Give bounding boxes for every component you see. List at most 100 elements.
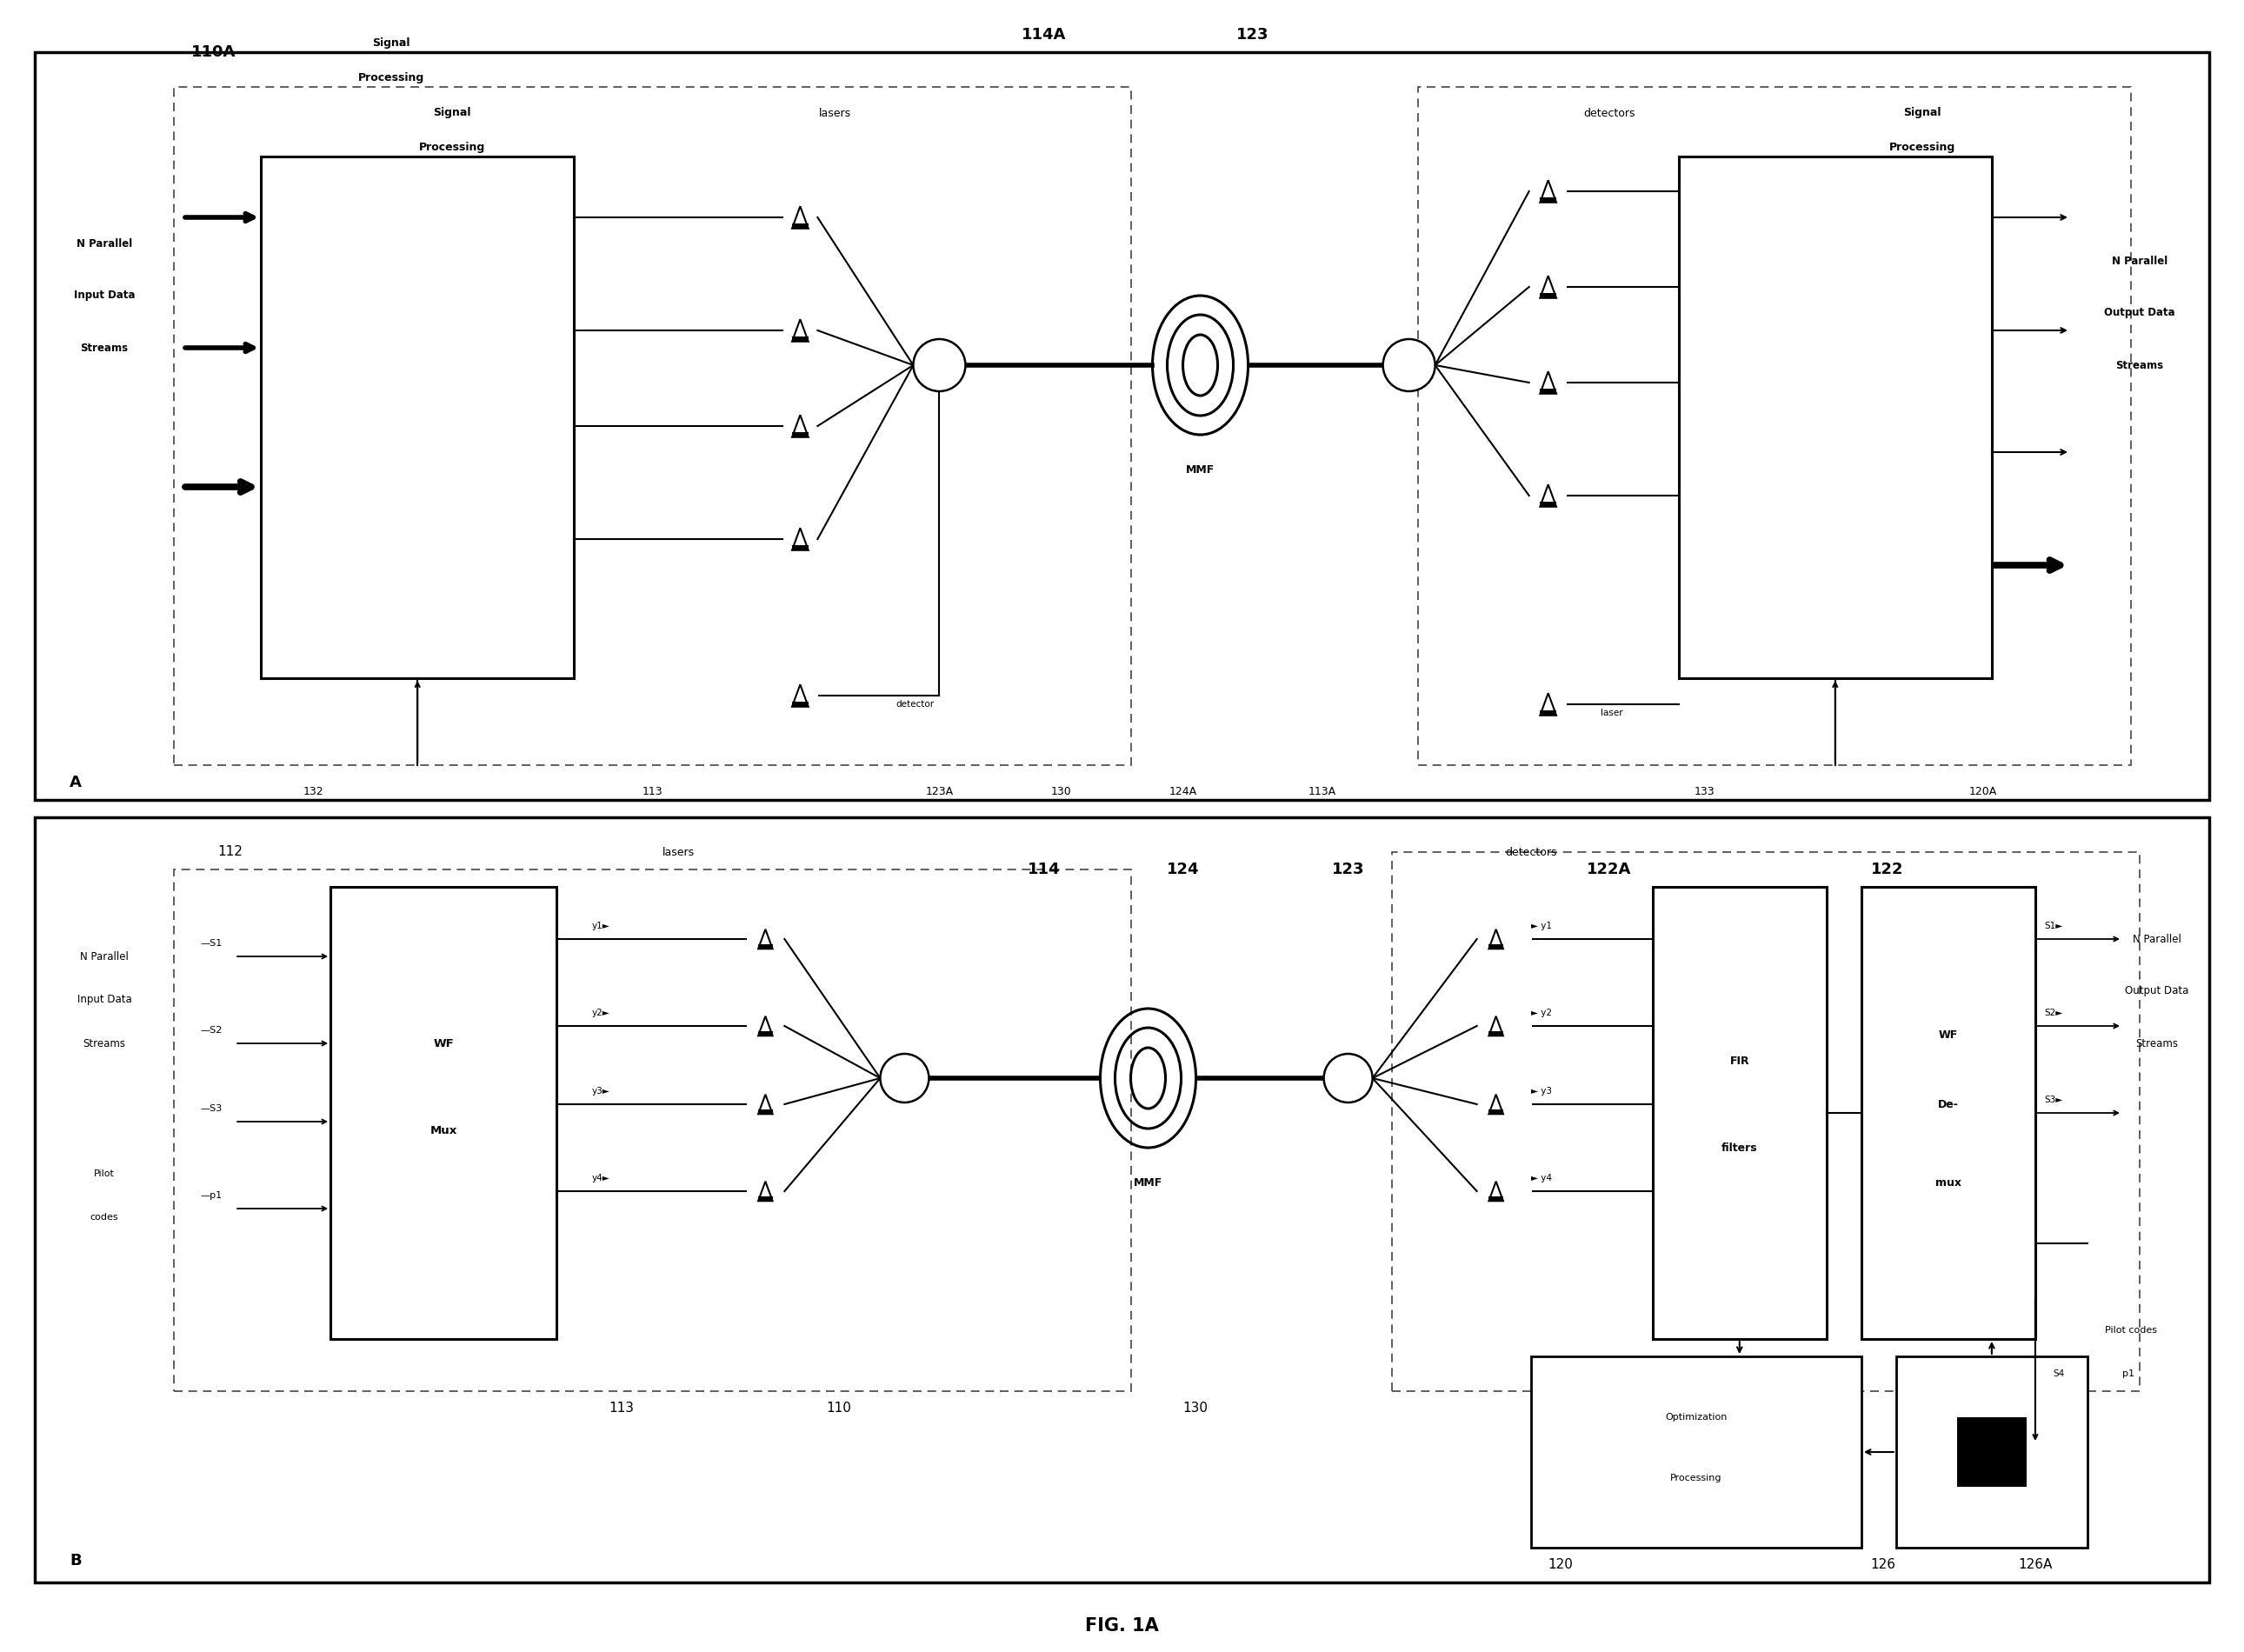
Bar	[792, 337, 808, 342]
Text: ► y2: ► y2	[1530, 1009, 1551, 1018]
Text: Processing: Processing	[1889, 142, 1955, 154]
Text: Signal: Signal	[1903, 107, 1941, 119]
Bar	[758, 1031, 772, 1036]
Text: 123: 123	[1236, 26, 1268, 43]
Text: Input Data: Input Data	[74, 291, 135, 301]
Bar	[1488, 1031, 1503, 1036]
Text: ► y1: ► y1	[1530, 922, 1551, 930]
Bar	[792, 702, 808, 707]
Bar	[1488, 1196, 1503, 1201]
Text: y3►: y3►	[592, 1087, 610, 1095]
Bar	[758, 1110, 772, 1113]
Text: lasers: lasers	[819, 107, 850, 119]
Bar	[1860, 887, 2035, 1340]
Text: —S3: —S3	[200, 1104, 222, 1113]
Bar	[1896, 1356, 2087, 1548]
Text: Streams: Streams	[2136, 1037, 2179, 1049]
Text: 110: 110	[826, 1403, 850, 1416]
Text: 113A: 113A	[1308, 786, 1335, 796]
Text: 114: 114	[1028, 862, 1059, 877]
Text: MMF: MMF	[1185, 464, 1214, 476]
Bar	[1679, 157, 1993, 679]
Text: —S2: —S2	[200, 1026, 222, 1034]
Text: De-: De-	[1939, 1099, 1959, 1110]
Text: ► y4: ► y4	[1530, 1175, 1551, 1183]
Bar	[792, 223, 808, 228]
Bar	[36, 53, 2208, 800]
Text: 110A: 110A	[191, 45, 236, 59]
Circle shape	[1324, 1054, 1373, 1102]
Bar	[1488, 945, 1503, 948]
Text: codes: codes	[90, 1213, 119, 1221]
Circle shape	[880, 1054, 929, 1102]
Bar	[1530, 1356, 1860, 1548]
Bar	[1539, 710, 1557, 715]
Bar	[36, 818, 2208, 1583]
Text: Mux: Mux	[431, 1125, 458, 1137]
Text: Signal: Signal	[433, 107, 471, 119]
Text: N Parallel: N Parallel	[2132, 933, 2181, 945]
Text: 114A: 114A	[1021, 26, 1066, 43]
Text: 126A: 126A	[2017, 1558, 2051, 1571]
Text: Streams: Streams	[83, 1037, 126, 1049]
Bar	[1957, 1417, 2026, 1487]
Text: 130: 130	[1183, 1403, 1207, 1416]
Text: 124: 124	[1167, 862, 1198, 877]
Text: FIG. 1A: FIG. 1A	[1086, 1617, 1158, 1634]
Text: mux: mux	[1934, 1176, 1961, 1188]
Text: p1: p1	[2123, 1370, 2134, 1378]
Text: 132: 132	[303, 786, 323, 796]
Text: 133: 133	[1694, 786, 1714, 796]
Bar	[792, 545, 808, 550]
Text: ► y3: ► y3	[1530, 1087, 1551, 1095]
Text: WF: WF	[433, 1037, 453, 1049]
Text: WF: WF	[1939, 1029, 1959, 1041]
Text: 120: 120	[1548, 1558, 1573, 1571]
Bar	[758, 1196, 772, 1201]
Text: S3►: S3►	[2044, 1095, 2062, 1104]
Text: Input Data: Input Data	[76, 995, 132, 1006]
Text: 113: 113	[608, 1403, 635, 1416]
Text: Pilot: Pilot	[94, 1170, 114, 1178]
Text: N Parallel: N Parallel	[76, 238, 132, 249]
Text: Processing: Processing	[420, 142, 485, 154]
Text: Processing: Processing	[1670, 1474, 1721, 1482]
Bar	[1391, 852, 2139, 1391]
Text: 112: 112	[218, 846, 242, 859]
Bar	[1539, 502, 1557, 507]
Text: Output Data: Output Data	[2125, 986, 2188, 996]
Text: filters: filters	[1721, 1142, 1757, 1153]
Bar	[1539, 292, 1557, 297]
Bar	[260, 157, 574, 679]
Bar	[175, 88, 1131, 765]
Text: 113: 113	[642, 786, 662, 796]
Text: N Parallel: N Parallel	[2112, 254, 2168, 266]
Text: detectors: detectors	[1584, 107, 1636, 119]
Text: laser: laser	[1600, 709, 1622, 717]
Text: B: B	[70, 1553, 81, 1568]
Text: —p1: —p1	[200, 1191, 222, 1199]
Text: y1►: y1►	[592, 922, 610, 930]
Text: Output Data: Output Data	[2105, 307, 2174, 319]
Text: Processing: Processing	[359, 73, 424, 84]
Text: lasers: lasers	[662, 846, 696, 857]
Text: S1►: S1►	[2044, 922, 2062, 930]
Text: MMF: MMF	[1133, 1176, 1162, 1188]
Text: Signal: Signal	[373, 38, 411, 50]
Text: Streams: Streams	[81, 342, 128, 354]
Text: N Parallel: N Parallel	[81, 952, 128, 961]
Text: 120A: 120A	[1968, 786, 1997, 796]
Bar	[1539, 388, 1557, 393]
Bar	[1418, 88, 2132, 765]
Text: FIR: FIR	[1730, 1056, 1750, 1067]
Circle shape	[913, 339, 965, 392]
Bar	[792, 433, 808, 438]
Text: 126: 126	[1869, 1558, 1896, 1571]
Text: 130: 130	[1050, 786, 1070, 796]
Text: A: A	[70, 775, 81, 790]
Bar	[1539, 198, 1557, 203]
Text: y4►: y4►	[592, 1175, 610, 1183]
Text: Streams: Streams	[2116, 360, 2163, 370]
Text: S2►: S2►	[2044, 1009, 2062, 1018]
Text: 122: 122	[1871, 862, 1903, 877]
